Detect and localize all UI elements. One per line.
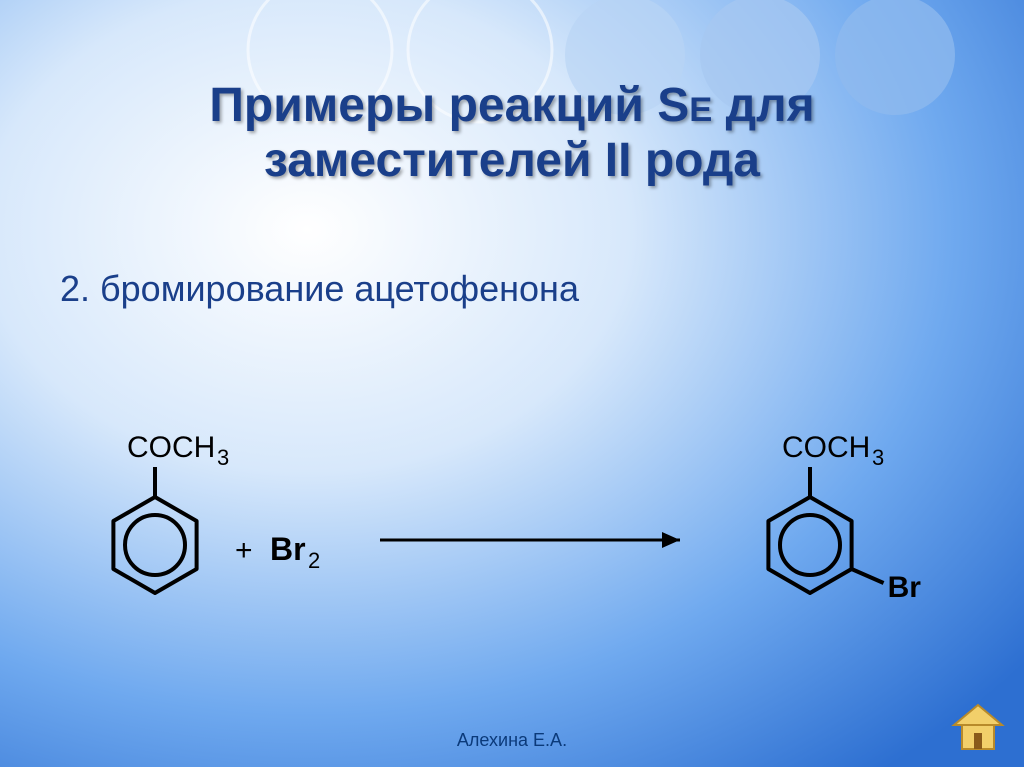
reagent-group-sub: 3 [217,445,229,470]
product-sub-label: Br [888,571,922,604]
slide-subtitle: 2. бромирование ацетофенона [60,268,579,310]
title-subscript: E [689,91,712,129]
home-icon[interactable] [950,701,1006,753]
title-line1: Примеры реакций S [209,79,689,132]
title-line2: заместителей II рода [264,134,760,187]
reagent-group-label: COCH [127,431,215,464]
product-group-label: COCH [782,431,870,464]
slide-title: Примеры реакций SE длязаместителей II ро… [0,78,1024,188]
product-group-sub: 3 [872,445,884,470]
plus-sign: + [235,534,253,567]
reaction-diagram: COCH3+Br2COCH3Br [40,390,960,630]
bromine-label: Br [270,531,306,567]
footer-author: Алехина Е.А. [0,730,1024,751]
bromine-sub: 2 [308,548,320,573]
